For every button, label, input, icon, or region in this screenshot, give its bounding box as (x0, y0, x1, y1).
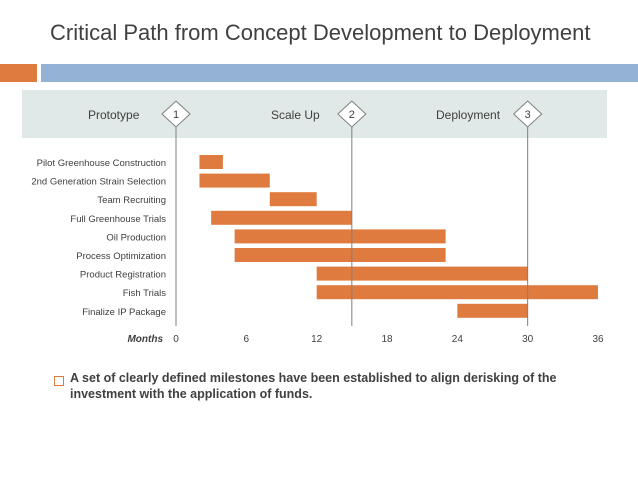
accent-bar-orange (0, 64, 37, 82)
task-label: Finalize IP Package (82, 307, 166, 318)
x-tick-label: 30 (522, 334, 534, 345)
task-bar (457, 303, 528, 318)
x-tick-label: 12 (311, 334, 323, 345)
bullet-text: A set of clearly defined milestones have… (70, 371, 557, 401)
task-bar (316, 285, 598, 300)
task-label: 2nd Generation Strain Selection (31, 177, 166, 188)
phase-label-prototype: Prototype (88, 108, 140, 122)
milestone-diamond (161, 100, 191, 128)
task-label: Team Recruiting (97, 195, 166, 206)
phase-label-scale-up: Scale Up (271, 108, 320, 122)
task-bar (316, 266, 528, 281)
phase-label-deployment: Deployment (436, 108, 501, 122)
task-label: Process Optimization (76, 251, 166, 262)
task-bar (199, 173, 270, 188)
task-label: Oil Production (106, 232, 166, 243)
task-label: Pilot Greenhouse Construction (37, 158, 166, 169)
slide-title: Critical Path from Concept Development t… (50, 20, 591, 45)
x-tick-label: 6 (244, 334, 250, 345)
phase-band (22, 90, 607, 138)
axis-label-months: Months (127, 334, 163, 345)
milestone-number: 3 (525, 109, 531, 121)
task-bar (269, 192, 317, 207)
task-label: Product Registration (80, 270, 166, 281)
milestone-diamond (512, 100, 543, 128)
task-bar (234, 229, 446, 244)
x-tick-label: 24 (452, 334, 464, 345)
task-label: Full Greenhouse Trials (70, 214, 166, 225)
x-tick-label: 18 (381, 334, 393, 345)
task-label: Fish Trials (123, 288, 167, 299)
task-bar (211, 210, 352, 225)
milestone-diamond (337, 100, 367, 128)
bullet-checkbox-icon (54, 376, 64, 386)
milestone-number: 1 (173, 109, 179, 121)
task-bar (199, 155, 223, 169)
accent-bar-blue (41, 64, 638, 82)
x-tick-label: 0 (173, 334, 179, 345)
milestone-number: 2 (349, 109, 355, 121)
x-tick-label: 36 (592, 334, 604, 345)
task-bar (234, 248, 446, 262)
